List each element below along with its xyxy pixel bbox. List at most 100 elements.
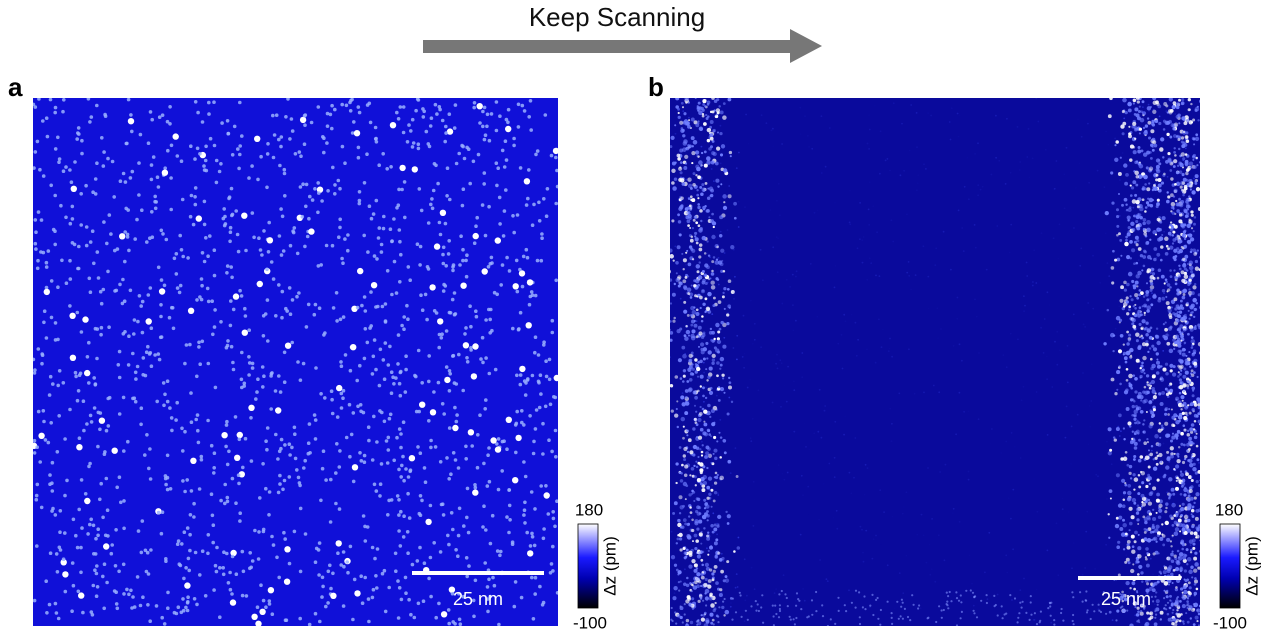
surface-feature — [675, 261, 679, 265]
surface-feature — [801, 376, 803, 378]
surface-feature — [225, 420, 229, 424]
surface-feature — [1126, 379, 1129, 382]
surface-feature — [1124, 561, 1127, 564]
surface-feature — [752, 418, 754, 420]
surface-feature — [141, 519, 145, 523]
surface-feature — [802, 494, 804, 496]
surface-feature — [1129, 623, 1133, 627]
surface-feature — [129, 589, 133, 593]
surface-feature — [727, 522, 730, 525]
surface-feature — [683, 482, 687, 486]
surface-feature — [1165, 160, 1169, 164]
surface-feature — [150, 326, 154, 330]
surface-feature — [934, 264, 936, 266]
surface-feature — [463, 157, 467, 161]
surface-feature — [1144, 372, 1146, 374]
surface-feature — [696, 155, 698, 157]
surface-feature — [1150, 303, 1153, 306]
surface-feature — [1150, 157, 1153, 160]
surface-feature — [1175, 567, 1179, 571]
surface-feature — [1188, 219, 1192, 223]
surface-feature — [1127, 491, 1132, 496]
surface-feature — [696, 466, 699, 469]
surface-feature — [420, 381, 424, 385]
surface-feature — [690, 511, 693, 514]
surface-feature — [1005, 555, 1007, 557]
surface-feature — [1132, 146, 1135, 149]
surface-feature — [683, 369, 686, 372]
surface-feature — [380, 250, 384, 254]
surface-feature — [190, 420, 194, 424]
surface-feature — [534, 294, 538, 298]
surface-feature — [431, 207, 435, 211]
surface-feature — [395, 111, 399, 115]
surface-feature — [395, 436, 399, 440]
surface-feature — [491, 576, 495, 580]
surface-feature — [1191, 369, 1194, 372]
surface-feature — [283, 443, 287, 447]
surface-feature — [1118, 193, 1120, 195]
surface-feature — [374, 137, 378, 141]
surface-feature — [1128, 126, 1130, 128]
surface-feature — [416, 97, 420, 101]
surface-feature — [524, 178, 530, 184]
surface-feature — [359, 574, 363, 578]
surface-feature — [194, 100, 198, 104]
surface-feature — [684, 465, 688, 469]
surface-feature — [364, 539, 368, 543]
surface-feature — [813, 597, 815, 599]
surface-feature — [929, 574, 931, 576]
surface-feature — [283, 479, 287, 483]
surface-feature — [1150, 129, 1154, 133]
surface-feature — [524, 475, 528, 479]
surface-feature — [673, 586, 677, 590]
surface-feature — [743, 315, 745, 317]
surface-feature — [1127, 543, 1130, 546]
surface-feature — [1147, 117, 1149, 119]
surface-feature — [87, 465, 91, 469]
surface-feature — [1090, 400, 1092, 402]
surface-feature — [1194, 579, 1198, 583]
surface-feature — [1106, 498, 1108, 500]
surface-feature — [101, 575, 105, 579]
surface-feature — [321, 576, 325, 580]
surface-feature — [1136, 227, 1140, 231]
surface-feature — [363, 576, 367, 580]
surface-feature — [701, 488, 705, 492]
surface-feature — [291, 129, 295, 133]
surface-feature — [703, 401, 705, 403]
surface-feature — [1177, 605, 1180, 608]
surface-feature — [266, 426, 270, 430]
surface-feature — [451, 269, 455, 273]
surface-feature — [716, 534, 718, 536]
surface-feature — [715, 114, 717, 116]
surface-feature — [1180, 300, 1183, 303]
surface-feature — [1130, 222, 1134, 226]
surface-feature — [694, 547, 697, 550]
surface-feature — [296, 360, 300, 364]
surface-feature — [1142, 106, 1144, 108]
surface-feature — [753, 525, 755, 527]
surface-feature — [495, 446, 501, 452]
surface-feature — [1150, 106, 1152, 108]
surface-feature — [1108, 121, 1110, 123]
surface-feature — [1169, 326, 1172, 329]
surface-feature — [1170, 540, 1172, 542]
surface-feature — [555, 169, 559, 173]
surface-feature — [112, 448, 118, 454]
surface-feature — [1070, 463, 1072, 465]
surface-feature — [34, 230, 38, 234]
surface-feature — [385, 167, 389, 171]
surface-feature — [451, 298, 455, 302]
surface-feature — [454, 548, 458, 552]
surface-feature — [48, 603, 52, 607]
surface-feature — [1173, 622, 1177, 626]
surface-feature — [360, 459, 364, 463]
surface-feature — [1169, 97, 1173, 101]
surface-feature — [533, 544, 537, 548]
surface-feature — [215, 570, 219, 574]
surface-feature — [1175, 527, 1179, 531]
surface-feature — [481, 125, 485, 129]
surface-feature — [1105, 211, 1109, 215]
surface-feature — [707, 429, 710, 432]
